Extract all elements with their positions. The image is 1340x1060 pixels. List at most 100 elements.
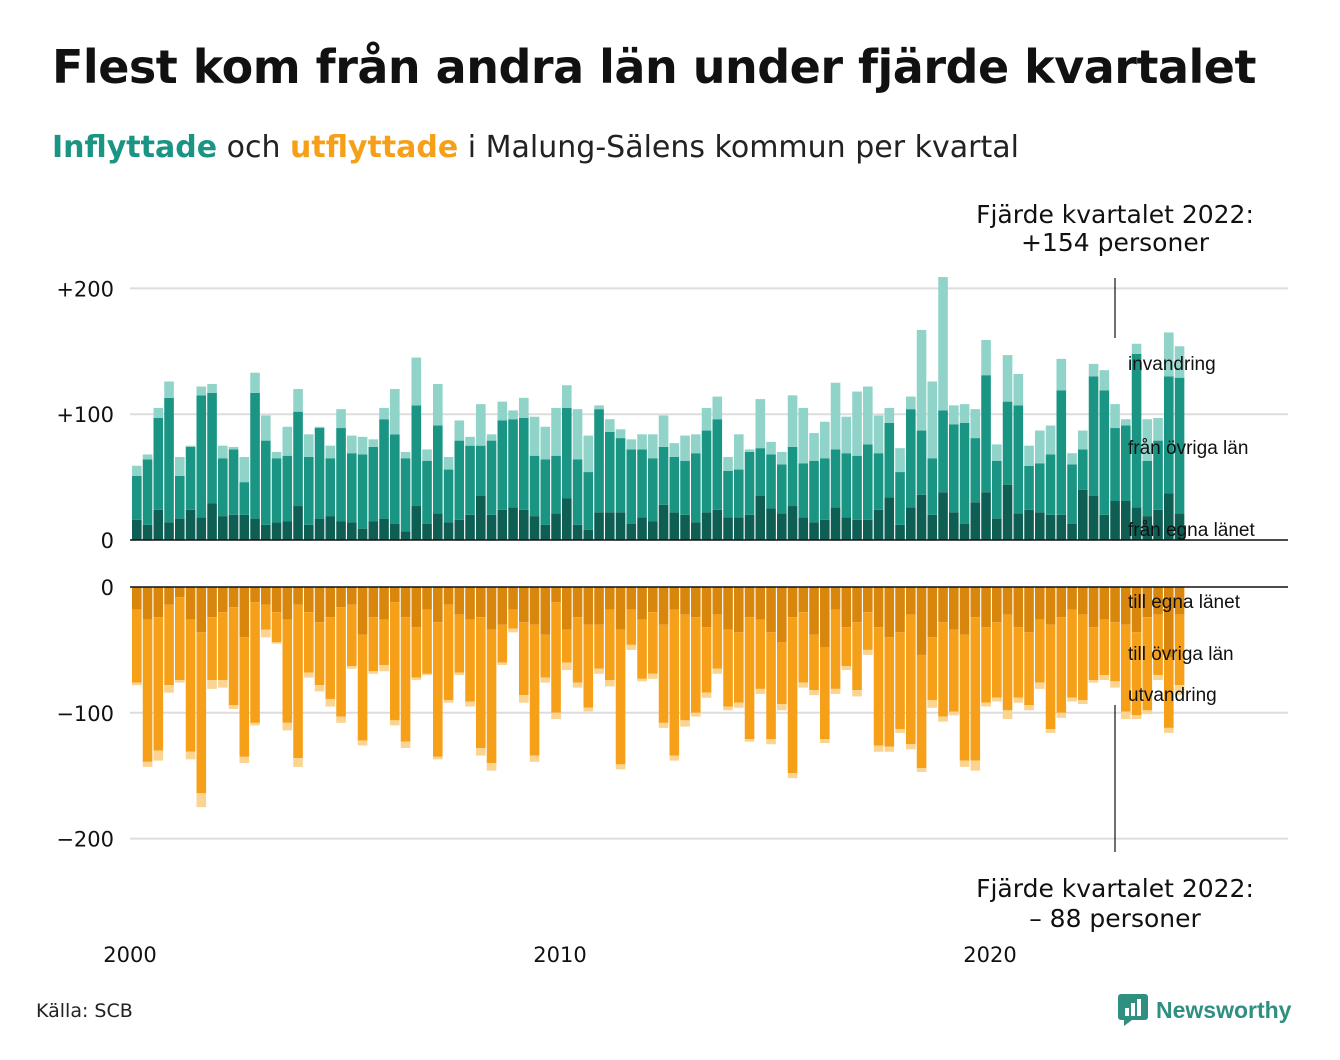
bar-in-invandring: [486, 434, 497, 441]
bar-in-invandring: [132, 465, 142, 476]
bar-in-invandring: [658, 415, 669, 447]
y-tick-label-bottom: −100: [56, 702, 114, 726]
bar-out-till-övriga-län: [1099, 619, 1110, 676]
bar-in-från-övriga-län: [486, 440, 497, 515]
outflow-bars: [132, 587, 1185, 808]
bar-in-från-egna-länet: [508, 507, 518, 540]
bar-in-från-egna-länet: [368, 521, 379, 540]
bar-out-utvandring: [605, 680, 615, 687]
bar-in-invandring: [852, 391, 862, 456]
bar-out-till-övriga-län: [282, 619, 293, 723]
bar-in-från-egna-länet: [1067, 523, 1077, 540]
bar-out-till-egna-länet: [970, 587, 981, 618]
newsworthy-logo: Newsworthy: [1118, 994, 1291, 1026]
bar-out-till-egna-länet: [830, 587, 841, 610]
bar-in-från-övriga-län: [379, 419, 389, 519]
bar-out-till-övriga-län: [1121, 624, 1131, 712]
bar-in-från-övriga-län: [755, 448, 766, 496]
bar-out-till-övriga-län: [164, 604, 174, 686]
bar-in-invandring: [1045, 425, 1056, 455]
bar-out-till-egna-länet: [884, 587, 895, 638]
bar-in-invandring: [938, 277, 948, 411]
bar-out-utvandring: [1035, 682, 1045, 689]
bar-out-till-övriga-län: [734, 632, 744, 703]
bar-out-till-övriga-län: [626, 609, 637, 645]
bar-out-till-övriga-län: [142, 619, 153, 762]
bar-in-från-övriga-län: [1153, 440, 1163, 510]
bar-in-från-egna-länet: [895, 524, 905, 540]
bar-out-utvandring: [884, 746, 895, 752]
series-label-top: från egna länet: [1128, 520, 1255, 541]
bar-out-utvandring: [626, 644, 637, 650]
bar-in-invandring: [239, 456, 250, 483]
bar-out-till-egna-länet: [658, 587, 669, 625]
bar-in-från-egna-länet: [873, 509, 884, 540]
bar-out-till-övriga-län: [1067, 609, 1077, 698]
bar-out-till-egna-länet: [540, 587, 551, 635]
bar-out-till-egna-länet: [1088, 587, 1099, 628]
axes: [130, 278, 1288, 852]
bar-in-invandring: [1002, 355, 1013, 402]
bar-out-utvandring: [1142, 710, 1153, 715]
bar-in-invandring: [583, 435, 594, 473]
newsworthy-logo-icon: [1118, 994, 1148, 1026]
bar-in-invandring: [1067, 453, 1077, 465]
bar-in-från-egna-länet: [777, 513, 787, 540]
bar-out-till-övriga-län: [594, 624, 604, 669]
bar-out-utvandring: [325, 698, 336, 707]
bar-in-från-egna-länet: [938, 492, 948, 540]
bar-in-invandring: [508, 410, 518, 420]
bar-in-från-övriga-län: [723, 470, 733, 518]
bar-out-till-övriga-län: [519, 622, 529, 696]
bar-out-till-övriga-län: [1024, 632, 1034, 706]
bar-out-till-egna-länet: [841, 587, 852, 628]
bar-out-till-övriga-län: [153, 617, 164, 751]
bar-out-utvandring: [422, 673, 432, 676]
bar-out-till-egna-länet: [443, 587, 454, 605]
bar-in-från-övriga-län: [196, 395, 207, 518]
bar-out-utvandring: [207, 680, 217, 689]
annotation-top-line1: Fjärde kvartalet 2022:: [976, 200, 1254, 229]
bar-in-från-övriga-län: [519, 417, 529, 510]
bar-out-till-egna-länet: [379, 587, 389, 620]
bar-in-från-övriga-län: [465, 445, 475, 515]
bar-out-till-övriga-län: [787, 617, 798, 774]
bar-in-invandring: [1088, 363, 1099, 377]
bar-out-till-övriga-län: [1078, 614, 1088, 701]
series-label-bottom: till övriga län: [1128, 644, 1234, 665]
bar-out-utvandring: [755, 688, 766, 694]
bar-in-från-övriga-län: [787, 446, 798, 507]
bar-in-från-övriga-län: [314, 428, 325, 519]
bar-out-utvandring: [572, 682, 583, 688]
bar-out-till-övriga-län: [508, 609, 518, 629]
bar-out-till-egna-länet: [261, 587, 271, 605]
bar-in-invandring: [1024, 445, 1034, 466]
bar-out-till-övriga-län: [949, 629, 959, 712]
bar-out-till-övriga-län: [497, 624, 508, 663]
y-tick-label-bottom: −200: [56, 828, 114, 852]
bar-out-till-egna-länet: [486, 587, 497, 630]
bar-in-från-övriga-län: [906, 409, 916, 508]
bar-out-utvandring: [336, 716, 346, 723]
bar-out-till-egna-länet: [529, 587, 540, 625]
bar-in-invandring: [777, 451, 787, 465]
bar-in-från-övriga-län: [1035, 463, 1045, 513]
bar-out-utvandring: [1174, 685, 1185, 696]
bar-out-till-övriga-län: [443, 604, 454, 701]
bar-in-invandring: [637, 434, 647, 450]
bar-out-utvandring: [723, 706, 733, 711]
bar-in-från-egna-länet: [443, 522, 454, 540]
bar-out-utvandring: [465, 701, 475, 707]
bar-out-utvandring: [949, 711, 959, 716]
bar-out-till-egna-länet: [411, 587, 422, 628]
source-note: Källa: SCB: [36, 1000, 133, 1022]
y-tick-label-top: +100: [56, 403, 114, 427]
bar-out-till-egna-länet: [1013, 587, 1024, 628]
bar-in-från-övriga-län: [1013, 405, 1024, 514]
bar-in-från-egna-länet: [755, 495, 766, 540]
bar-in-invandring: [519, 397, 529, 418]
bar-out-till-egna-länet: [175, 587, 185, 598]
bar-in-från-övriga-län: [336, 428, 346, 522]
series-label-bottom: till egna länet: [1128, 592, 1241, 613]
bar-in-invandring: [175, 456, 185, 476]
